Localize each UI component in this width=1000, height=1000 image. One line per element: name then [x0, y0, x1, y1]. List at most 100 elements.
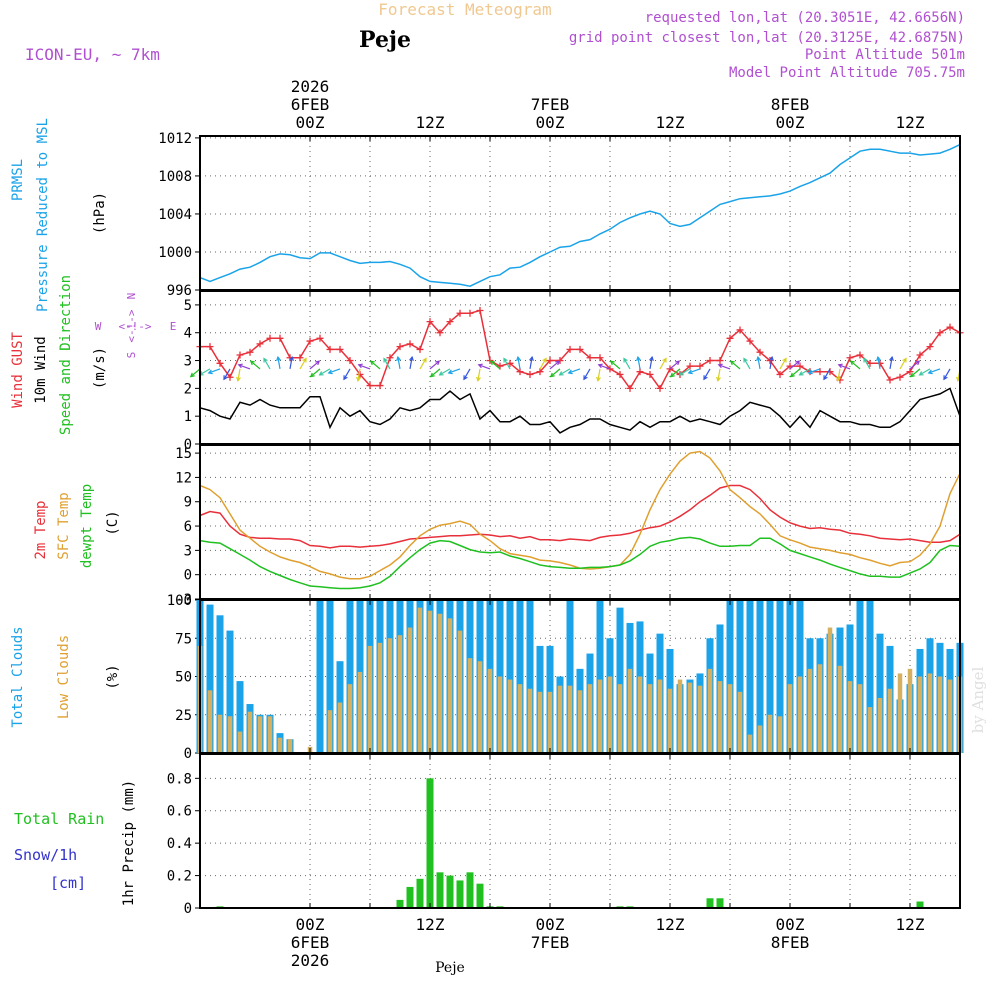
location-title: Peje	[359, 27, 411, 53]
clouds-low-clouds-bar	[817, 664, 823, 753]
wind-wind-gust-point	[316, 334, 324, 342]
wind-wind-gust-point	[446, 318, 454, 326]
temp-ytick-label: 0	[184, 568, 192, 584]
wind-arrow-head	[549, 372, 555, 378]
wind-wind-gust-point	[926, 343, 934, 351]
clouds-low-clouds-bar	[477, 661, 483, 753]
wind-dir-n: N	[125, 293, 138, 300]
wind-wind-gust-point	[896, 373, 904, 381]
wind-wind-gust-point	[236, 351, 244, 359]
wind-wind-gust-point	[456, 309, 464, 317]
wind-wind-gust-point	[436, 329, 444, 337]
wind-arrow	[549, 360, 560, 370]
precip-total-rain-bar	[406, 886, 414, 908]
precip-total-rain-bar	[706, 898, 714, 908]
pressure-ytick-label: 1008	[158, 169, 192, 185]
wind-wind-gust-point	[616, 370, 624, 378]
wind-labels: Wind GUST 10m Wind Speed and Direction (…	[10, 275, 176, 435]
wind-arrow-head	[289, 355, 294, 362]
cloud-label-total: Total Clouds	[10, 626, 26, 727]
clouds-total-clouds-bar	[316, 600, 324, 753]
wind-arrow	[669, 360, 680, 370]
precip-total-rain-bar	[716, 898, 724, 908]
clouds-ytick-label: 25	[175, 708, 192, 724]
wind-arrow	[679, 368, 691, 376]
wind-wind-gust-point	[796, 362, 804, 370]
wind-arrow-head	[623, 357, 628, 363]
wind-panel: 0 1 2 3 4 5	[184, 290, 964, 453]
wind-arrow-head	[207, 369, 213, 375]
temp-ytick-label: -3	[175, 592, 192, 608]
wind-wind-gust-point	[246, 348, 254, 356]
wind-arrow	[823, 368, 831, 380]
wind-arrow	[409, 356, 413, 369]
wind-wind-gust-point	[686, 362, 694, 370]
wind-arrow-head	[717, 363, 723, 369]
wind-arrow	[383, 358, 391, 370]
pressure-ytick-label: 1004	[158, 207, 192, 223]
clouds-total-clouds-bar	[236, 681, 244, 753]
wind-arrow	[919, 368, 931, 376]
wind-arrow	[943, 368, 951, 380]
bottom-tick-label: 2026	[291, 951, 330, 970]
wind-arrow-head	[236, 376, 241, 382]
wind-arrow	[263, 358, 271, 370]
wind-arrow-head	[223, 375, 228, 381]
wind-arrow-head	[798, 371, 804, 376]
wind-arrow-head	[422, 357, 427, 363]
wind-arrow-head	[918, 371, 924, 376]
wind-arrow-head	[263, 357, 268, 363]
wind-dir-s: S	[125, 352, 138, 359]
temp-label-sfc: SFC Temp	[56, 492, 72, 559]
wind-arrow	[289, 356, 293, 369]
wind-arrow	[670, 368, 681, 378]
wind-arrow	[250, 360, 261, 370]
clouds-low-clouds-bar	[367, 645, 373, 753]
clouds-total-clouds-bar	[876, 633, 884, 753]
clouds-panel: 0 25 50 75 100	[167, 593, 964, 762]
wind-arrow-head	[743, 357, 748, 363]
wind-wind-gust-point	[696, 362, 704, 370]
clouds-low-clouds-bar	[787, 684, 793, 753]
clouds-low-clouds-bar	[727, 684, 733, 753]
point-altitude: Point Altitude 501m	[805, 47, 965, 63]
requested-point: requested lon,lat (20.3051E, 42.6656N)	[645, 10, 965, 26]
plot-layer: 9961000100410081012012345-30369121502550…	[158, 77, 964, 970]
clouds-total-clouds-bar	[776, 600, 784, 753]
temp-2m-temp-line	[199, 484, 961, 549]
wind-arrow	[529, 356, 533, 369]
wind-arrow	[863, 358, 871, 370]
wind-arrow-head	[675, 360, 681, 366]
clouds-low-clouds-bar	[247, 711, 253, 753]
precip-total-rain-bar	[416, 878, 424, 908]
precip-total-rain-bar	[436, 872, 444, 908]
clouds-low-clouds-bar	[667, 688, 673, 753]
wind-arrow	[429, 360, 440, 370]
clouds-low-clouds-bar	[897, 673, 903, 753]
wind-ytick-label: 1	[184, 409, 192, 425]
clouds-low-clouds-bar	[557, 685, 563, 753]
clouds-low-clouds-bar	[377, 642, 383, 753]
wind-arrow	[718, 364, 731, 370]
clouds-low-clouds-bar	[777, 716, 783, 753]
clouds-low-clouds-bar	[687, 682, 693, 753]
wind-arrow-head	[435, 360, 441, 366]
cloud-unit: (%)	[105, 664, 121, 689]
clouds-total-clouds-bar	[506, 600, 514, 753]
temp-label-dew: dewpt Temp	[79, 484, 95, 568]
clouds-low-clouds-bar	[457, 630, 463, 753]
clouds-total-clouds-bar	[326, 600, 334, 753]
wind-arrow-head	[503, 357, 508, 363]
temp-ytick-label: 15	[175, 446, 192, 462]
wind-arrow	[659, 358, 667, 370]
clouds-ytick-label: 100	[167, 593, 192, 609]
temp-label-2m: 2m Temp	[33, 500, 49, 559]
clouds-total-clouds-bar	[616, 607, 624, 753]
wind-arrow	[779, 358, 787, 370]
wind-arrow-head	[429, 372, 435, 378]
wind-arrow-head	[669, 372, 675, 378]
wind-wind-gust-point	[586, 354, 594, 362]
clouds-ytick-label: 75	[175, 631, 192, 647]
wind-wind-gust-point	[226, 373, 234, 381]
